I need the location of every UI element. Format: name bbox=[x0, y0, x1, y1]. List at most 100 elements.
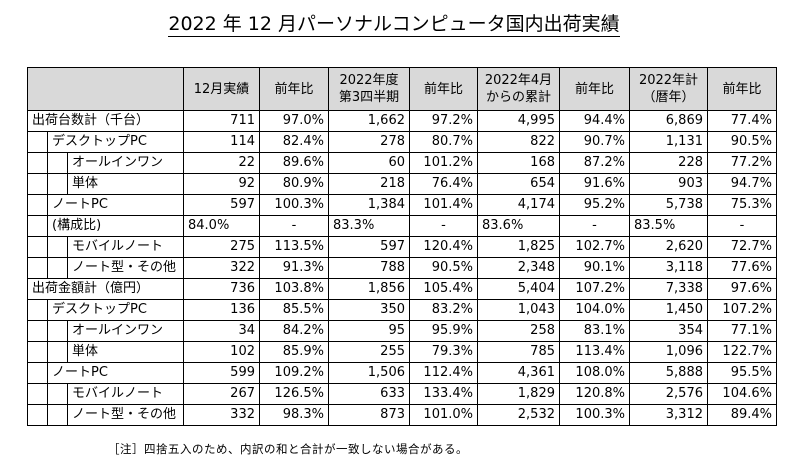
indent-gutter bbox=[47, 404, 68, 426]
cell-value: 34 bbox=[183, 320, 260, 342]
row-label: 出荷金額計（億円） bbox=[27, 278, 184, 300]
cell-value: 89.4% bbox=[707, 404, 777, 426]
cell-value: 91.3% bbox=[259, 257, 329, 279]
table-row: ノートPC 597 100.3% 1,384 101.4% 4,174 95.2% 5,738… bbox=[27, 194, 777, 216]
header-line: 前年比 bbox=[274, 81, 314, 97]
cell-value: 3,118 bbox=[629, 257, 708, 279]
cell-value: - bbox=[707, 215, 777, 237]
col-header-yoy: 前年比 bbox=[707, 67, 777, 111]
cell-value: 1,662 bbox=[328, 110, 410, 132]
cell-value: 77.4% bbox=[707, 110, 777, 132]
cell-value: 101.2% bbox=[409, 152, 478, 174]
header-line: （暦年） bbox=[642, 90, 695, 105]
cell-value: 7,338 bbox=[629, 278, 708, 300]
table-row: (構成比) 84.0% -83.3% -83.6% -83.5% - bbox=[27, 215, 777, 237]
row-label: ノート型・その他 bbox=[67, 404, 184, 426]
cell-value: 218 bbox=[328, 173, 410, 195]
indent-gutter bbox=[47, 257, 68, 279]
cell-value: - bbox=[409, 215, 478, 237]
header-line: 前年比 bbox=[722, 81, 762, 97]
table-row: モバイルノート 267 126.5% 633 133.4% 1,829 120.8% 2,57… bbox=[27, 383, 777, 405]
indent-gutter bbox=[27, 173, 48, 195]
cell-value: 79.3% bbox=[409, 341, 478, 363]
table-row: デスクトップPC 114 82.4% 278 80.7% 822 90.7% 1,131 90.… bbox=[27, 131, 777, 153]
cell-value: 5,738 bbox=[629, 194, 708, 216]
header-line: 2022年4月 bbox=[484, 73, 553, 88]
cell-value: 1,856 bbox=[328, 278, 410, 300]
col-header-q3: 2022年度 第3四半期 bbox=[328, 67, 410, 111]
table-row: 出荷台数計（千台） 711 97.0% 1,662 97.2% 4,995 94.4% 6,8… bbox=[27, 110, 777, 132]
cell-value: 91.6% bbox=[559, 173, 630, 195]
indent-gutter bbox=[27, 236, 48, 258]
cell-value: 122.7% bbox=[707, 341, 777, 363]
indent-gutter bbox=[47, 173, 68, 195]
row-label: デスクトップPC bbox=[47, 131, 184, 153]
indent-gutter bbox=[47, 236, 68, 258]
table-row: 出荷金額計（億円） 736 103.8% 1,856 105.4% 5,404 107.2%… bbox=[27, 278, 777, 300]
header-line: からの累計 bbox=[485, 90, 551, 105]
cell-value: 84.2% bbox=[259, 320, 329, 342]
footnote: ［注］四捨五入のため、内訳の和と合計が一致しない場合がある。 bbox=[108, 442, 468, 456]
cell-value: 822 bbox=[477, 131, 560, 153]
cell-value: 267 bbox=[183, 383, 260, 405]
header-row: 12月実績 前年比 2022年度 第3四半期 前年比 2022年4月 からの累計 前… bbox=[27, 67, 777, 111]
cell-value: 90.7% bbox=[559, 131, 630, 153]
indent-gutter bbox=[27, 383, 48, 405]
row-label: オールインワン bbox=[67, 320, 184, 342]
cell-value: 332 bbox=[183, 404, 260, 426]
cell-value: 77.1% bbox=[707, 320, 777, 342]
indent-gutter bbox=[27, 257, 48, 279]
row-label: ノートPC bbox=[47, 194, 184, 216]
cell-value: 105.4% bbox=[409, 278, 478, 300]
cell-value: 275 bbox=[183, 236, 260, 258]
col-header-cumulative: 2022年4月 からの累計 bbox=[477, 67, 560, 111]
row-label: ノート型・その他 bbox=[67, 257, 184, 279]
cell-value: 126.5% bbox=[259, 383, 329, 405]
cell-value: 788 bbox=[328, 257, 410, 279]
indent-gutter bbox=[27, 404, 48, 426]
cell-value: 736 bbox=[183, 278, 260, 300]
table-row: ノート型・その他 322 91.3% 788 90.5% 2,348 90.1% 3,118 7… bbox=[27, 257, 777, 279]
cell-value: 97.2% bbox=[409, 110, 478, 132]
row-label: 単体 bbox=[67, 173, 184, 195]
cell-value: 77.2% bbox=[707, 152, 777, 174]
cell-value: 102 bbox=[183, 341, 260, 363]
cell-value: 83.3% bbox=[328, 215, 410, 237]
header-corner bbox=[27, 67, 184, 111]
cell-value: 903 bbox=[629, 173, 708, 195]
cell-value: 60 bbox=[328, 152, 410, 174]
cell-value: 258 bbox=[477, 320, 560, 342]
cell-value: 97.0% bbox=[259, 110, 329, 132]
cell-value: 102.7% bbox=[559, 236, 630, 258]
cell-value: 97.6% bbox=[707, 278, 777, 300]
cell-value: 597 bbox=[183, 194, 260, 216]
indent-gutter bbox=[47, 341, 68, 363]
cell-value: 1,450 bbox=[629, 299, 708, 321]
cell-value: 873 bbox=[328, 404, 410, 426]
table-body: 出荷台数計（千台） 711 97.0% 1,662 97.2% 4,995 94.4% 6,8… bbox=[27, 110, 777, 426]
cell-value: 4,995 bbox=[477, 110, 560, 132]
cell-value: 82.4% bbox=[259, 131, 329, 153]
cell-value: - bbox=[259, 215, 329, 237]
indent-gutter bbox=[27, 215, 48, 237]
cell-value: 109.2% bbox=[259, 362, 329, 384]
cell-value: 168 bbox=[477, 152, 560, 174]
cell-value: 85.9% bbox=[259, 341, 329, 363]
cell-value: 72.7% bbox=[707, 236, 777, 258]
col-header-yoy: 前年比 bbox=[259, 67, 329, 111]
col-header-dec: 12月実績 bbox=[183, 67, 260, 111]
cell-value: 2,348 bbox=[477, 257, 560, 279]
table-row: モバイルノート 275 113.5% 597 120.4% 1,825 102.7% 2,62… bbox=[27, 236, 777, 258]
indent-gutter bbox=[27, 320, 48, 342]
table-row: ノートPC 599 109.2% 1,506 112.4% 4,361 108.0% 5,88… bbox=[27, 362, 777, 384]
cell-value: 83.6% bbox=[477, 215, 560, 237]
cell-value: 95.5% bbox=[707, 362, 777, 384]
indent-gutter bbox=[47, 152, 68, 174]
cell-value: 104.0% bbox=[559, 299, 630, 321]
cell-value: 107.2% bbox=[559, 278, 630, 300]
col-header-yoy: 前年比 bbox=[409, 67, 478, 111]
header-line: 前年比 bbox=[574, 81, 614, 97]
cell-value: 2,532 bbox=[477, 404, 560, 426]
cell-value: 100.3% bbox=[559, 404, 630, 426]
cell-value: 103.8% bbox=[259, 278, 329, 300]
